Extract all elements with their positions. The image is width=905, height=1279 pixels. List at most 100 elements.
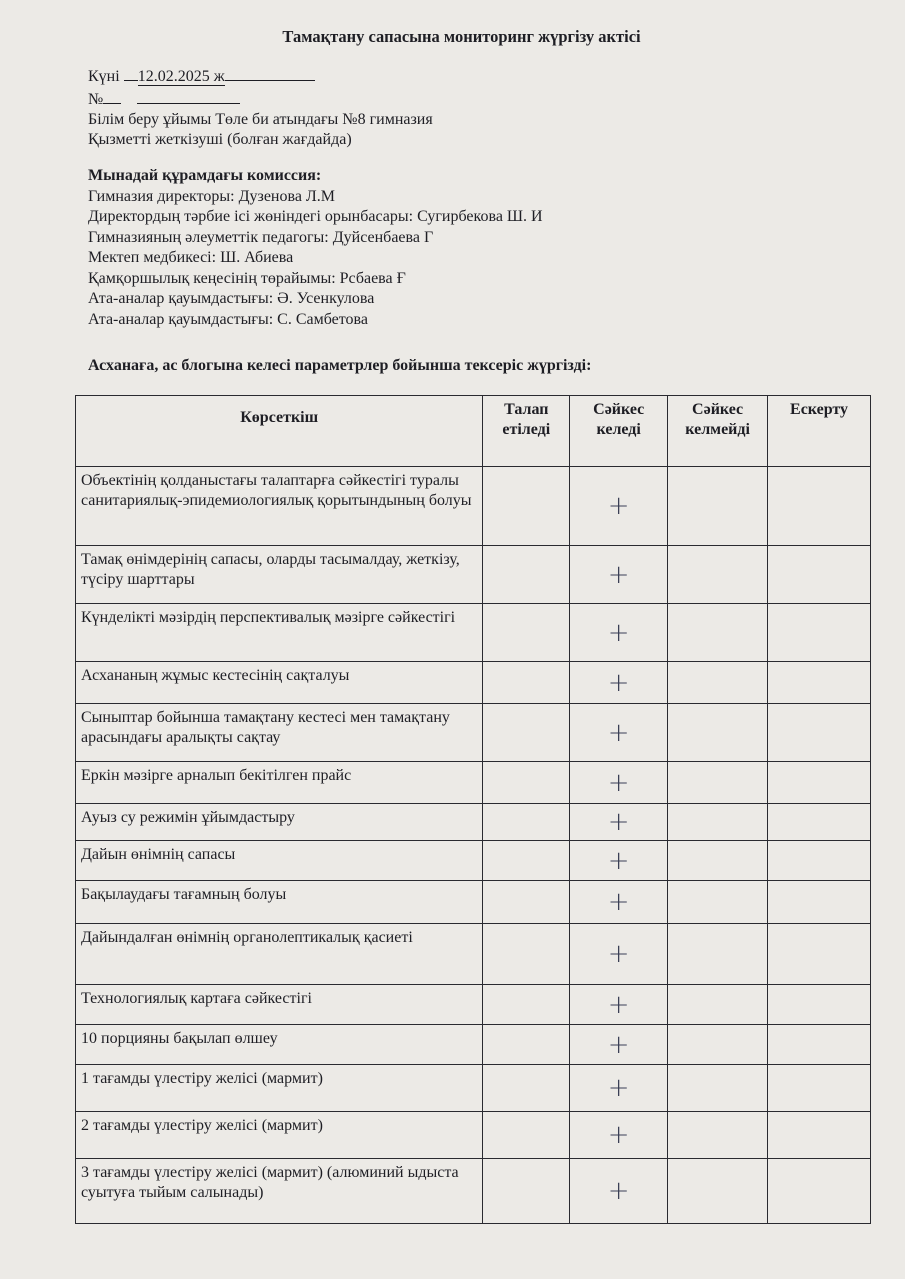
- required-cell: [482, 803, 571, 841]
- not-complies-cell: [667, 1024, 769, 1065]
- required-cell: [482, 1111, 571, 1159]
- note-cell: [767, 803, 871, 841]
- not-complies-cell: [667, 1158, 769, 1224]
- table-row: 10 порцияны бақылап өлшеу +: [74, 1024, 871, 1065]
- note-cell: [767, 880, 871, 924]
- not-complies-cell: [667, 603, 769, 662]
- complies-cell: +: [569, 880, 669, 924]
- commission-member: Гимназияның әлеуметтік педагогы: Дуйсенб…: [88, 228, 434, 246]
- not-complies-cell: [667, 923, 769, 985]
- note-cell: [767, 1024, 871, 1065]
- commission-heading: Мынадай құрамдағы комиссия:: [88, 167, 322, 184]
- indicator-cell: Дайындалған өнімнің органолептикалық қас…: [74, 923, 484, 985]
- table-row: 3 тағамды үлестіру желісі (мармит) (алюм…: [74, 1158, 871, 1224]
- required-cell: [482, 1024, 571, 1065]
- complies-cell: +: [569, 703, 669, 762]
- complies-cell: +: [569, 840, 669, 881]
- table-row: Бақылаудағы тағамның болуы +: [74, 880, 871, 924]
- note-cell: [767, 1064, 871, 1112]
- commission-member: Директордың тәрбие ісі жөніндегі орынбас…: [88, 208, 543, 225]
- number-label: №: [88, 91, 104, 108]
- not-complies-cell: [667, 880, 769, 924]
- complies-cell: +: [569, 923, 669, 985]
- column-header-indicator: Көрсеткіш: [74, 395, 484, 467]
- date-line: Күні 12.02.2025 ж: [88, 64, 433, 87]
- provider: Қызметті жеткізуші (болған жағдайда): [88, 131, 352, 148]
- complies-cell: +: [569, 803, 669, 841]
- inspection-heading: Асханаға, ас блогына келесі параметрлер …: [88, 357, 592, 374]
- complies-cell: +: [569, 984, 669, 1025]
- table-row: 1 тағамды үлестіру желісі (мармит) +: [74, 1064, 871, 1112]
- required-cell: [482, 1158, 571, 1224]
- indicator-cell: Күнделікті мәзірдің перспективалық мәзір…: [74, 603, 484, 662]
- indicator-cell: Ауыз су режимін ұйымдастыру: [74, 803, 484, 841]
- table-row: Еркін мәзірге арналып бекітілген прайс +: [74, 761, 871, 804]
- table-row: Технологиялық картаға сәйкестігі +: [74, 984, 871, 1025]
- required-cell: [482, 603, 571, 662]
- table-row: Дайын өнімнің сапасы +: [74, 840, 871, 881]
- commission-member: Ата-аналар қауымдастығы: С. Самбетова: [88, 310, 368, 328]
- required-cell: [482, 661, 571, 704]
- required-cell: [482, 703, 571, 762]
- column-header-required: Талап етіледі: [482, 395, 571, 467]
- note-cell: [767, 923, 871, 985]
- table-row: Тамақ өнімдерінің сапасы, оларды тасымал…: [74, 545, 871, 604]
- complies-cell: +: [569, 1024, 669, 1065]
- column-header-note: Ескерту: [767, 395, 871, 467]
- required-cell: [482, 761, 571, 804]
- complies-cell: +: [569, 466, 669, 546]
- complies-cell: +: [569, 1158, 669, 1224]
- not-complies-cell: [667, 984, 769, 1025]
- commission-member: Қамқоршылық кеңесінің төрайымы: Рсбаева …: [88, 269, 406, 287]
- column-header-complies: Сәйкес келеді: [569, 395, 669, 467]
- note-cell: [767, 1111, 871, 1159]
- note-cell: [767, 466, 871, 546]
- note-cell: [767, 603, 871, 662]
- indicator-cell: 1 тағамды үлестіру желісі (мармит): [74, 1064, 484, 1112]
- not-complies-cell: [667, 803, 769, 841]
- indicator-cell: Сыныптар бойынша тамақтану кестесі мен т…: [74, 703, 484, 762]
- commission-member: Ата-аналар қауымдастығы: Ә. Усенкулова: [88, 290, 375, 307]
- commission-member: Мектеп медбикесі: Ш. Абиева: [88, 249, 294, 266]
- table-row: Күнделікті мәзірдің перспективалық мәзір…: [74, 603, 871, 662]
- required-cell: [482, 840, 571, 881]
- document-title: Тамақтану сапасына мониторинг жүргізу ак…: [282, 27, 641, 46]
- required-cell: [482, 1064, 571, 1112]
- inspection-table: Көрсеткіш Талап етіледі Сәйкес келеді Сә…: [74, 395, 871, 1224]
- not-complies-cell: [667, 545, 769, 604]
- indicator-cell: 10 порцияны бақылап өлшеу: [74, 1024, 484, 1065]
- document-header: Күні 12.02.2025 ж № Білім беру ұйымы Төл…: [88, 64, 433, 150]
- table-row: Сыныптар бойынша тамақтану кестесі мен т…: [74, 703, 871, 762]
- complies-cell: +: [569, 1111, 669, 1159]
- note-cell: [767, 840, 871, 881]
- column-header-not-complies: Сәйкес келмейді: [667, 395, 769, 467]
- note-cell: [767, 984, 871, 1025]
- complies-cell: +: [569, 603, 669, 662]
- table-row: Ауыз су режимін ұйымдастыру +: [74, 803, 871, 841]
- indicator-cell: 2 тағамды үлестіру желісі (мармит): [74, 1111, 484, 1159]
- date-label: Күні: [88, 68, 120, 85]
- not-complies-cell: [667, 1111, 769, 1159]
- required-cell: [482, 466, 571, 546]
- indicator-cell: Тамақ өнімдерінің сапасы, оларды тасымал…: [74, 545, 484, 604]
- complies-cell: +: [569, 1064, 669, 1112]
- note-cell: [767, 661, 871, 704]
- required-cell: [482, 923, 571, 985]
- not-complies-cell: [667, 840, 769, 881]
- complies-cell: +: [569, 661, 669, 704]
- not-complies-cell: [667, 703, 769, 762]
- required-cell: [482, 880, 571, 924]
- indicator-cell: Бақылаудағы тағамның болуы: [74, 880, 484, 924]
- not-complies-cell: [667, 761, 769, 804]
- indicator-cell: Объектінің қолданыстағы талаптарға сәйке…: [74, 466, 484, 546]
- table-row: Объектінің қолданыстағы талаптарға сәйке…: [74, 466, 871, 546]
- table-row: Дайындалған өнімнің органолептикалық қас…: [74, 923, 871, 985]
- indicator-cell: Технологиялық картаға сәйкестігі: [74, 984, 484, 1025]
- indicator-cell: 3 тағамды үлестіру желісі (мармит) (алюм…: [74, 1158, 484, 1224]
- required-cell: [482, 984, 571, 1025]
- not-complies-cell: [667, 1064, 769, 1112]
- required-cell: [482, 545, 571, 604]
- organization: Білім беру ұйымы Төле би атындағы №8 гим…: [88, 111, 433, 128]
- indicator-cell: Еркін мәзірге арналып бекітілген прайс: [74, 761, 484, 804]
- not-complies-cell: [667, 466, 769, 546]
